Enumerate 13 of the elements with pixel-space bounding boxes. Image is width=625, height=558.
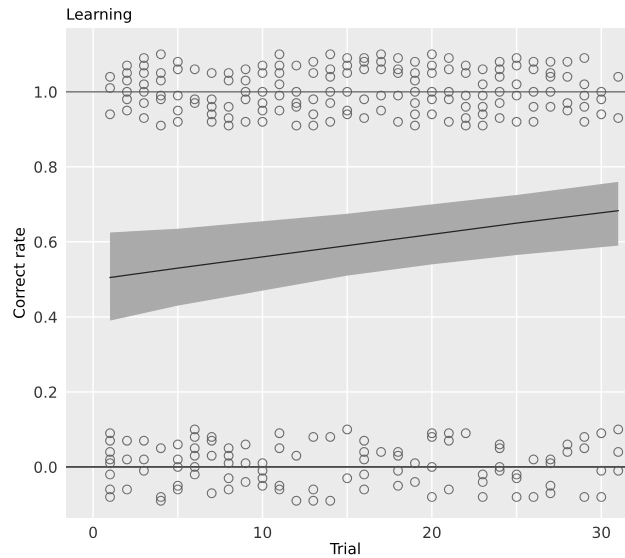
y-axis-title: Correct rate [13,228,25,318]
x-tick-label: 0 [89,526,97,538]
x-tick-label: 30 [592,526,610,538]
y-tick-label: 0.0 [34,461,57,473]
x-tick-label: 20 [423,526,441,538]
x-tick-label: 10 [254,526,272,538]
y-tick-label: 0.8 [34,161,57,173]
y-tick-label: 0.4 [34,311,57,323]
y-tick-label: 0.6 [34,236,57,248]
chart-title: Learning [68,8,131,23]
x-axis-title: Trial [330,542,360,554]
y-tick-label: 0.2 [34,386,56,398]
y-tick-label: 1.0 [35,86,57,98]
